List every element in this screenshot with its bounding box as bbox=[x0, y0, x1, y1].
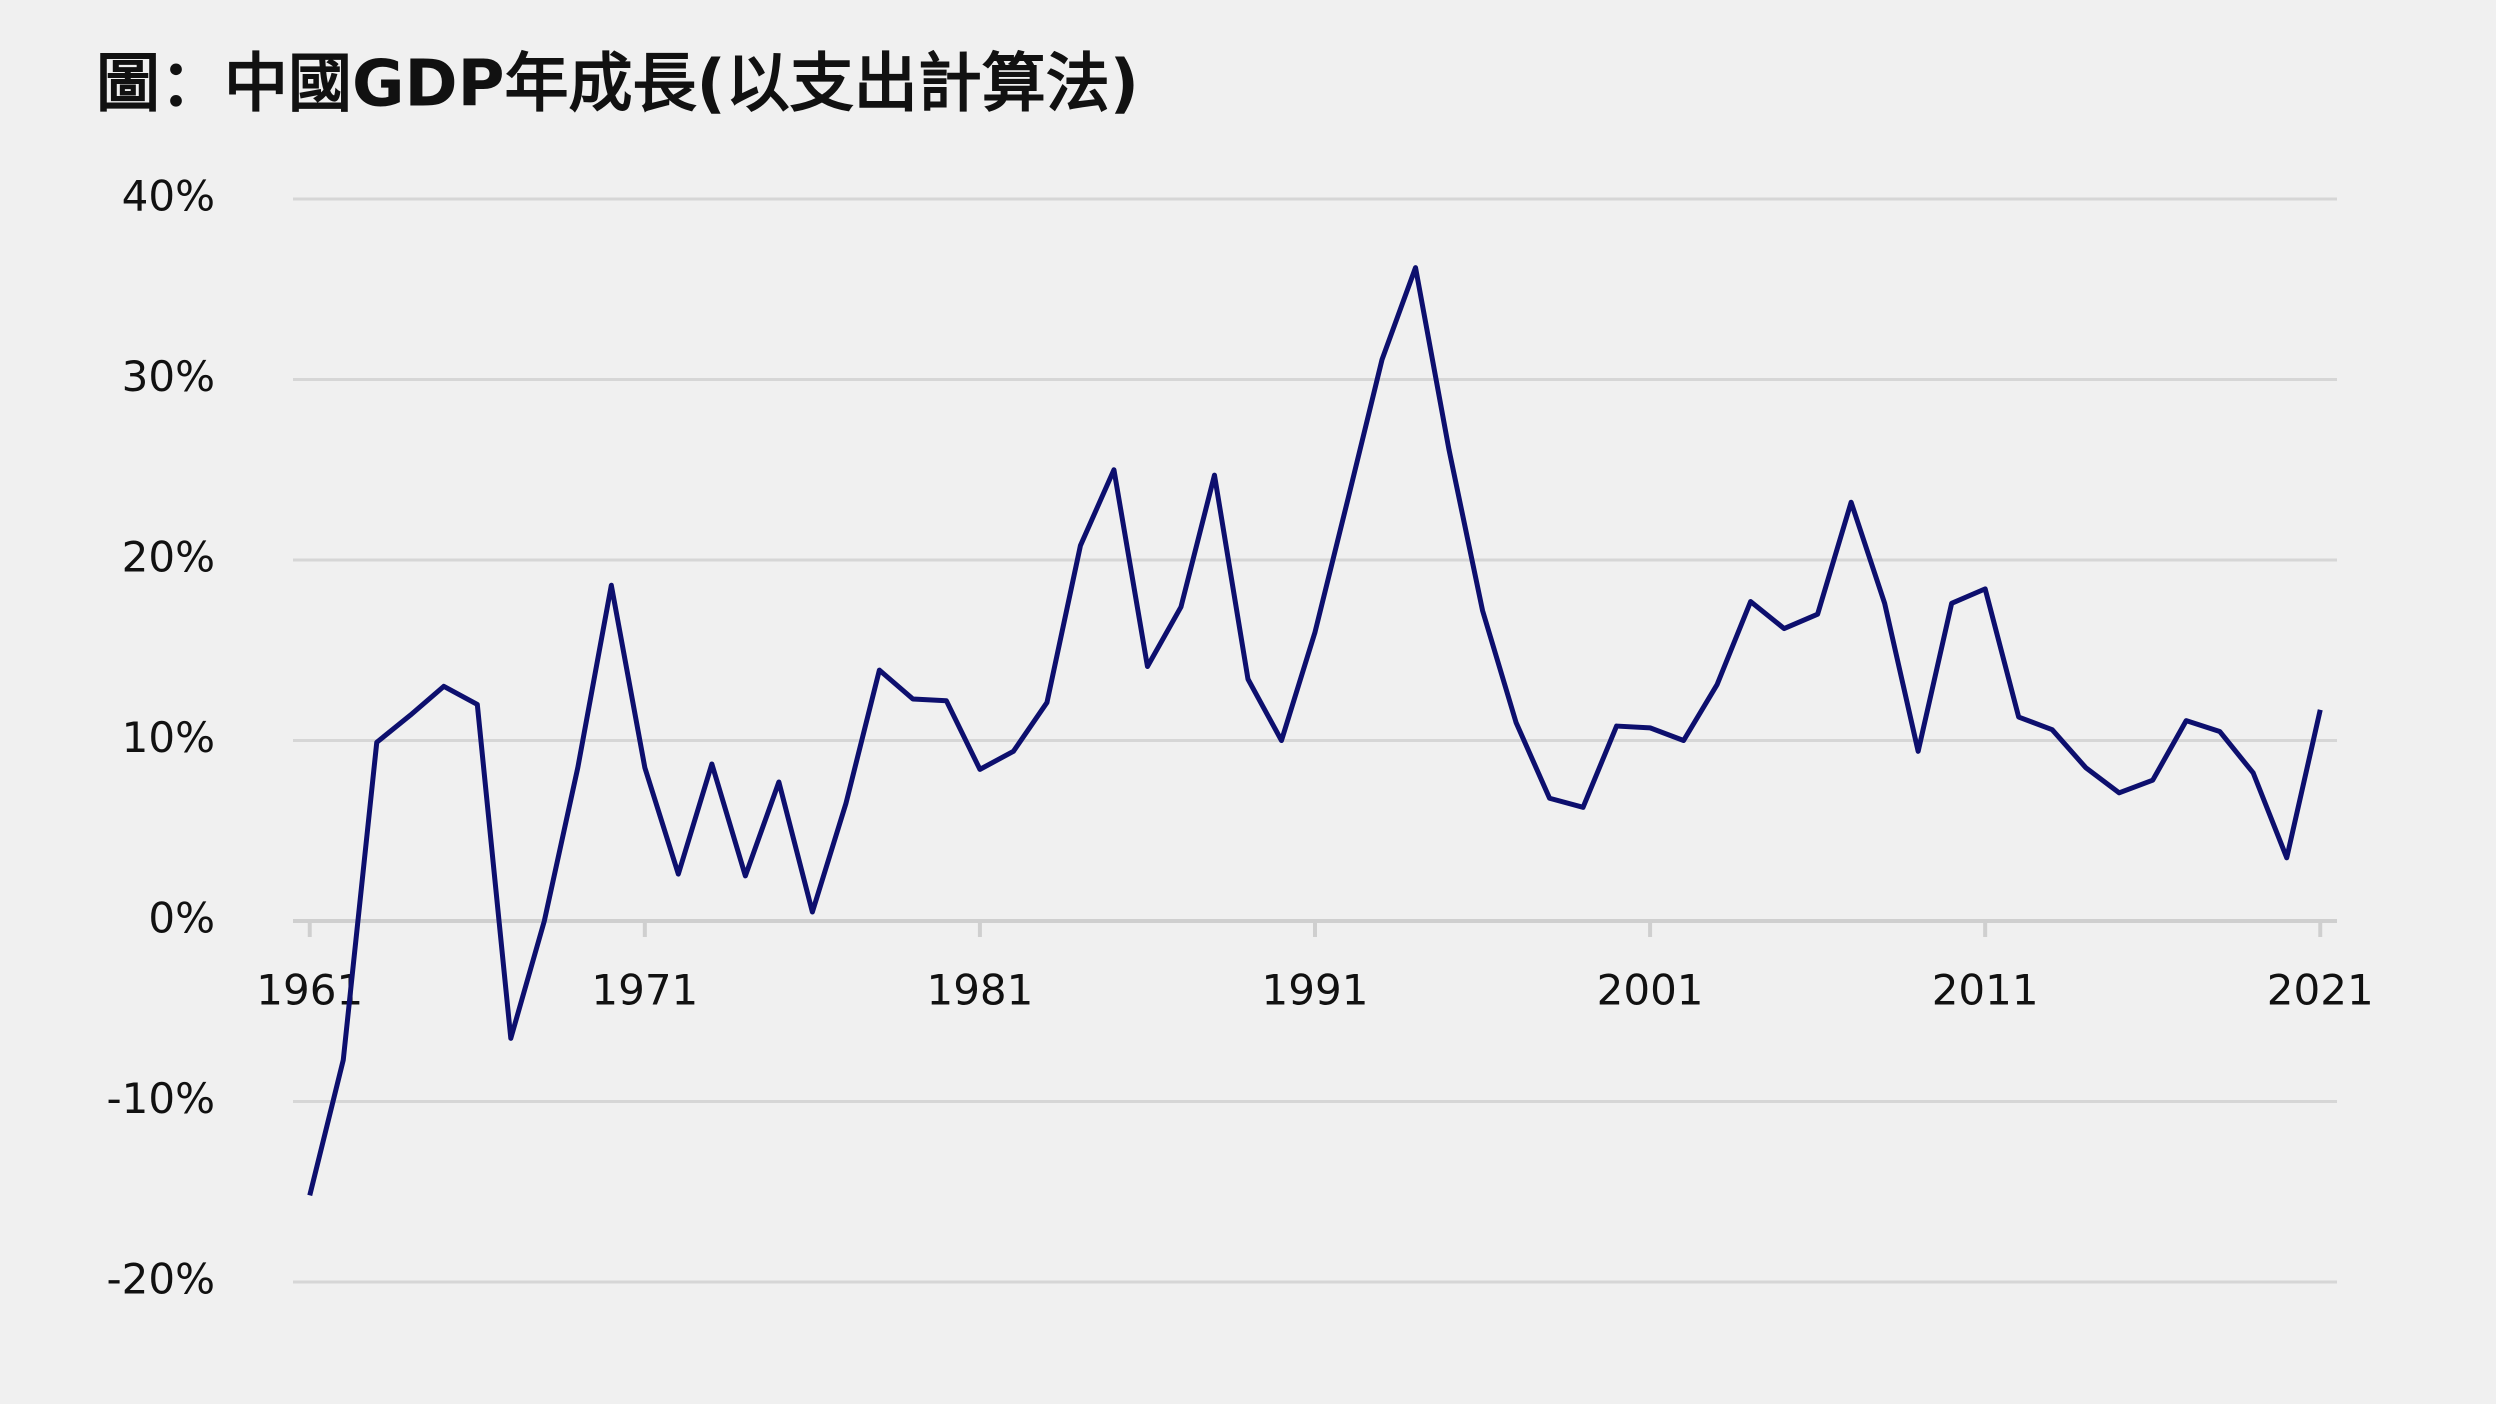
line-series bbox=[307, 265, 2323, 1196]
x-tick-label: 1971 bbox=[591, 966, 698, 1015]
y-tick-label: 0% bbox=[148, 894, 215, 943]
x-tick-label: 2021 bbox=[2267, 966, 2374, 1015]
y-tick-label: 30% bbox=[122, 352, 215, 401]
chart-title: 圖：中國GDP年成長(以支出計算法) bbox=[96, 48, 1139, 122]
y-tick-label: 40% bbox=[122, 172, 215, 221]
x-tick-label: 1981 bbox=[926, 966, 1033, 1015]
y-tick-label: 20% bbox=[122, 533, 215, 582]
x-tick-label: 1961 bbox=[256, 966, 363, 1015]
y-tick-label: -20% bbox=[106, 1255, 215, 1304]
x-tick-label: 2011 bbox=[1932, 966, 2039, 1015]
y-tick-label: -10% bbox=[106, 1074, 215, 1123]
y-tick-label: 10% bbox=[122, 713, 215, 762]
x-tick-label: 1991 bbox=[1262, 966, 1369, 1015]
x-tick-label: 2001 bbox=[1597, 966, 1704, 1015]
